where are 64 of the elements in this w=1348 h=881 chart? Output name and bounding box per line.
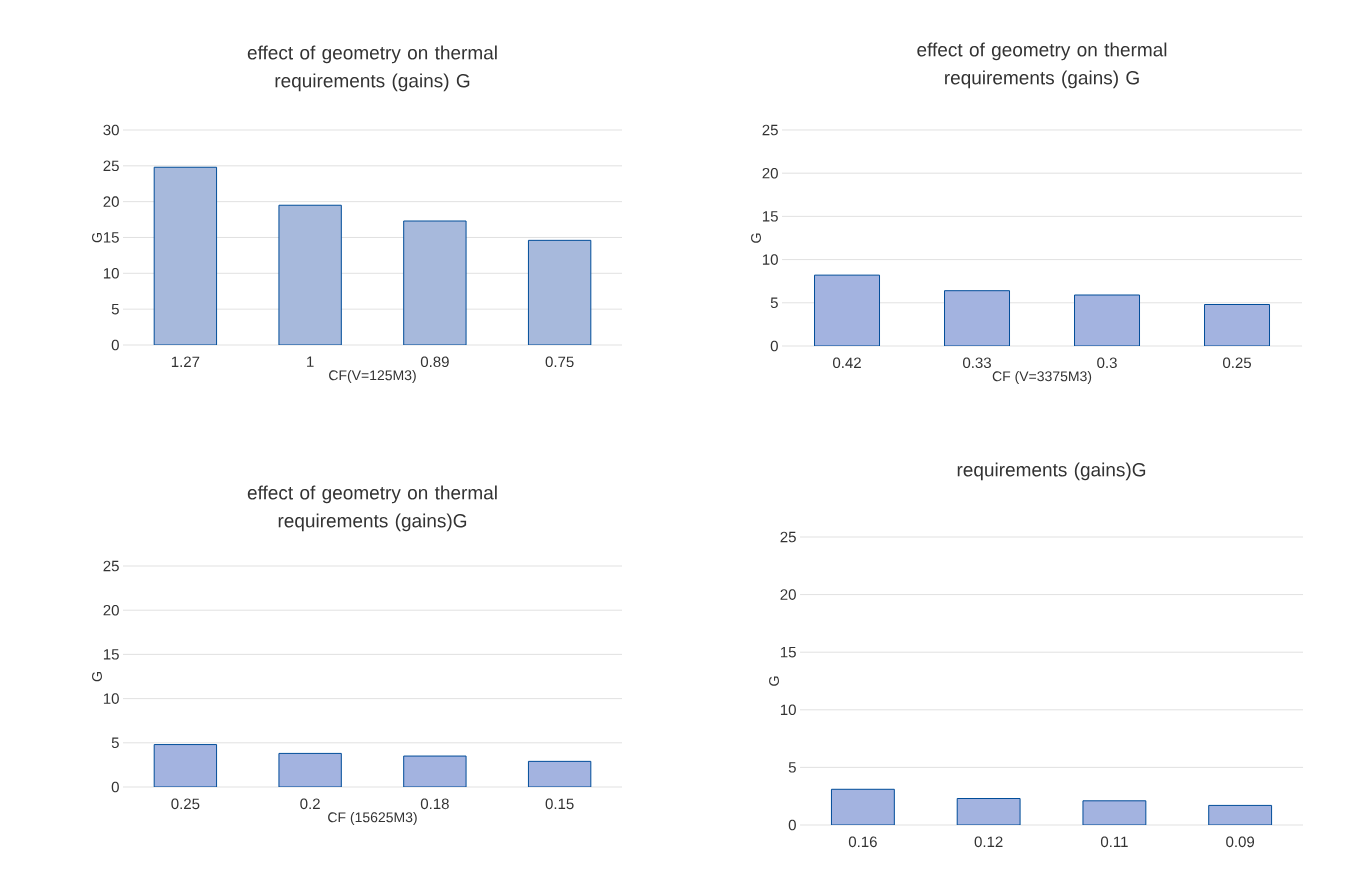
y-axis-title: G (769, 676, 779, 686)
x-tick-label: 0.25 (1223, 357, 1251, 369)
y-tick-label: 0 (770, 340, 778, 352)
bar (944, 290, 1011, 346)
x-tick-label: 1.27 (171, 356, 200, 367)
x-axis-title: CF (V=3375M3) (992, 370, 1092, 385)
x-axis-title: CF(V=125M3) (329, 369, 416, 384)
bar (814, 274, 881, 346)
bar (1082, 800, 1147, 825)
x-tick-label: 0.75 (545, 356, 574, 368)
x-tick-label: 0.33 (963, 357, 991, 369)
y-tick-label: 15 (103, 649, 119, 660)
bar (527, 239, 592, 345)
y-tick-label: 25 (103, 560, 119, 572)
y-tick-label: 5 (788, 762, 796, 773)
y-tick-label: 5 (111, 303, 119, 315)
y-tick-label: 20 (780, 589, 796, 600)
y-tick-label: 10 (780, 704, 796, 716)
y-tick-label: 10 (762, 254, 778, 265)
chart-title: effect of geometry on thermal requirements (gains) G (917, 42, 1167, 89)
y-tick-label: 10 (103, 268, 119, 279)
y-tick-label: 5 (770, 297, 778, 309)
y-axis-title: G (751, 233, 761, 243)
y-axis-title: G (92, 233, 102, 243)
bar (1074, 294, 1141, 346)
bar (278, 204, 342, 345)
x-tick-label: 0.25 (171, 798, 200, 810)
bar (956, 798, 1021, 825)
x-tick-label: 1 (307, 356, 314, 367)
y-tick-label: 15 (762, 211, 778, 222)
y-tick-label: 25 (103, 160, 119, 172)
bar (403, 220, 467, 345)
x-tick-label: 0.09 (1226, 836, 1255, 848)
x-tick-label: 0.15 (545, 798, 574, 810)
x-tick-label: 0.3 (1097, 357, 1117, 369)
bar (153, 166, 218, 345)
x-axis-title: CF (15625M3) (328, 811, 417, 826)
y-tick-label: 15 (780, 646, 796, 658)
y-tick-label: 25 (780, 531, 796, 543)
bar (1204, 304, 1271, 346)
y-tick-label: 30 (103, 124, 119, 136)
x-tick-label: 0.42 (833, 357, 861, 369)
y-tick-label: 10 (103, 693, 119, 704)
x-tick-label: 0.11 (1100, 836, 1128, 848)
x-tick-label: 0.18 (420, 798, 449, 810)
y-tick-label: 0 (788, 819, 796, 831)
y-axis-title: G (92, 672, 102, 682)
y-tick-label: 20 (762, 167, 778, 179)
y-tick-label: 20 (103, 604, 119, 616)
x-tick-label: 0.89 (420, 356, 449, 368)
x-tick-label: 0.12 (974, 836, 1003, 848)
x-tick-label: 0.2 (300, 798, 320, 810)
y-tick-label: 20 (103, 196, 119, 207)
y-tick-label: 15 (103, 232, 119, 243)
chart-title: requirements (gains)G (957, 462, 1146, 481)
y-tick-label: 5 (111, 737, 119, 749)
chart-title: effect of geometry on thermal requirements (gains) G (247, 45, 497, 92)
bar (1208, 804, 1273, 825)
y-tick-label: 0 (111, 339, 119, 351)
bar (830, 788, 895, 825)
x-tick-label: 0.16 (848, 836, 877, 848)
y-tick-label: 0 (111, 781, 119, 793)
y-tick-label: 25 (762, 124, 778, 136)
chart-title: effect of geometry on thermal requirements (gains)G (247, 485, 497, 532)
